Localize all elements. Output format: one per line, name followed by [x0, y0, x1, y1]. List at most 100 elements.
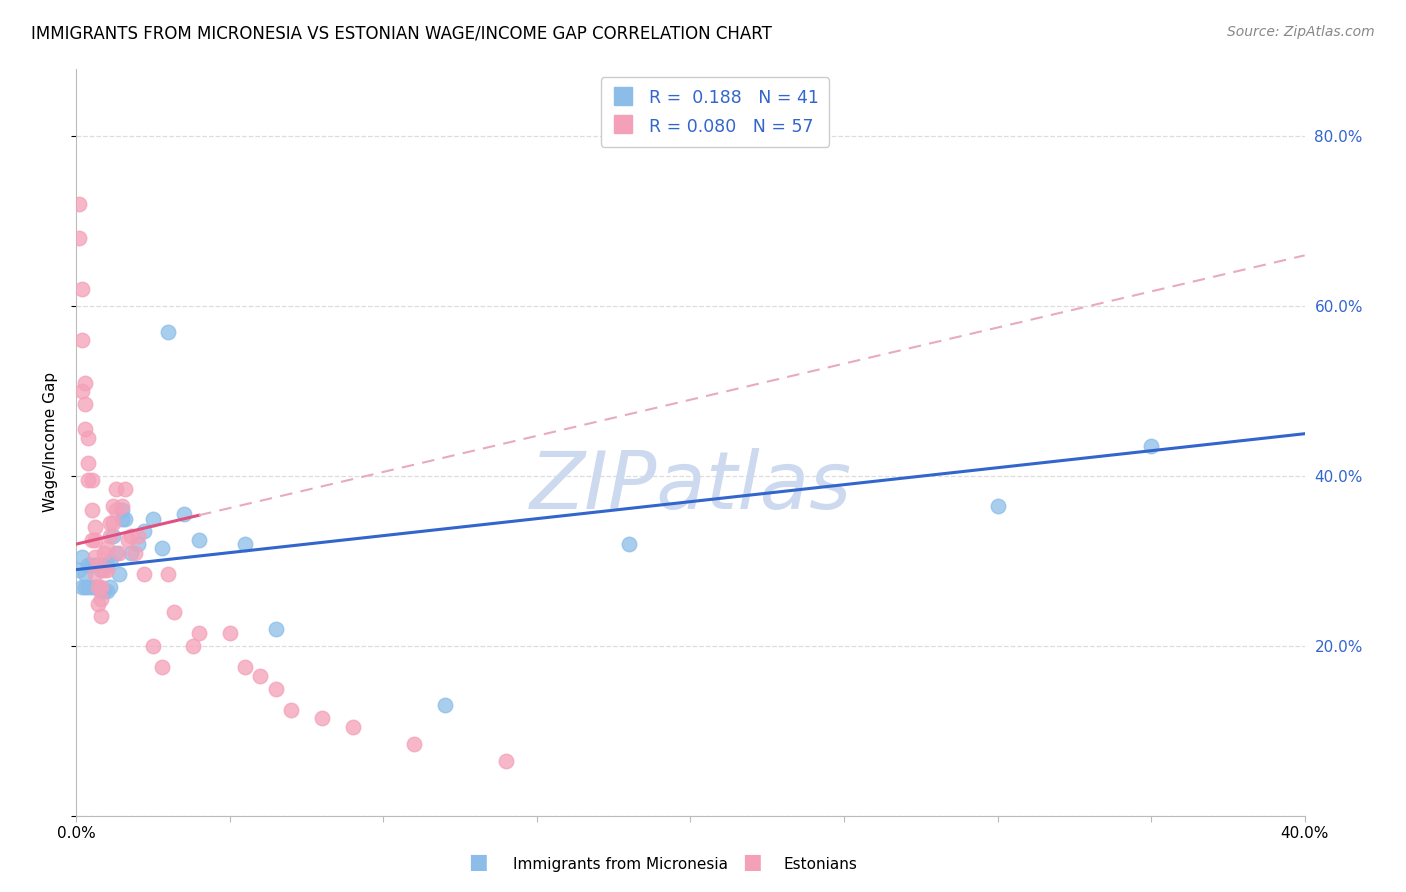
Point — [132, 524, 155, 539]
Point — [96, 541, 118, 556]
Point — [120, 528, 142, 542]
Legend: R =  0.188   N = 41, R = 0.080   N = 57: R = 0.188 N = 41, R = 0.080 N = 57 — [600, 78, 830, 147]
Point — [93, 563, 115, 577]
Point — [67, 197, 90, 211]
Point — [163, 605, 186, 619]
Point — [142, 639, 165, 653]
Point — [90, 609, 112, 624]
Point — [86, 597, 108, 611]
Point — [72, 333, 94, 347]
Point — [98, 528, 121, 542]
Text: Source: ZipAtlas.com: Source: ZipAtlas.com — [1227, 25, 1375, 39]
Point — [986, 499, 1008, 513]
Point — [108, 566, 131, 581]
Point — [114, 482, 136, 496]
Point — [181, 639, 204, 653]
Point — [86, 558, 108, 573]
Point — [72, 580, 94, 594]
Point — [77, 457, 100, 471]
Point — [157, 325, 180, 339]
Point — [111, 511, 134, 525]
Point — [342, 720, 364, 734]
Point — [101, 528, 124, 542]
Point — [75, 397, 97, 411]
Point — [83, 520, 105, 534]
Point — [105, 503, 128, 517]
Point — [86, 558, 108, 573]
Point — [83, 549, 105, 564]
Point — [86, 580, 108, 594]
Point — [127, 537, 149, 551]
Point — [495, 754, 517, 768]
Point — [75, 376, 97, 390]
Point — [105, 482, 128, 496]
Point — [117, 533, 139, 547]
Point — [127, 528, 149, 542]
Point — [93, 558, 115, 573]
Point — [264, 681, 287, 696]
Point — [83, 533, 105, 547]
Point — [280, 703, 302, 717]
Point — [132, 566, 155, 581]
Point — [72, 384, 94, 399]
Point — [98, 554, 121, 568]
Point — [67, 231, 90, 245]
Point — [80, 580, 103, 594]
Point — [93, 546, 115, 560]
Point — [101, 499, 124, 513]
Point — [77, 431, 100, 445]
Point — [114, 511, 136, 525]
Point — [90, 583, 112, 598]
Point — [90, 592, 112, 607]
Point — [96, 583, 118, 598]
Point — [433, 698, 456, 713]
Point — [108, 546, 131, 560]
Point — [86, 580, 108, 594]
Point — [98, 580, 121, 594]
Point — [83, 566, 105, 581]
Point — [150, 541, 173, 556]
Point — [75, 422, 97, 436]
Point — [72, 282, 94, 296]
Point — [90, 580, 112, 594]
Point — [402, 737, 425, 751]
Point — [90, 563, 112, 577]
Point — [142, 511, 165, 525]
Point — [80, 474, 103, 488]
Point — [67, 563, 90, 577]
Point — [83, 558, 105, 573]
Point — [188, 626, 211, 640]
Point — [77, 580, 100, 594]
Point — [111, 503, 134, 517]
Point — [264, 622, 287, 636]
Point — [80, 558, 103, 573]
Point — [1140, 440, 1163, 454]
Point — [72, 549, 94, 564]
Text: ■: ■ — [742, 853, 762, 872]
Point — [233, 537, 256, 551]
Point — [150, 660, 173, 674]
Point — [101, 516, 124, 530]
Point — [98, 516, 121, 530]
Point — [75, 580, 97, 594]
Point — [218, 626, 240, 640]
Point — [80, 503, 103, 517]
Point — [120, 546, 142, 560]
Point — [96, 558, 118, 573]
Point — [188, 533, 211, 547]
Point — [233, 660, 256, 674]
Point — [249, 669, 271, 683]
Text: ■: ■ — [468, 853, 488, 872]
Text: IMMIGRANTS FROM MICRONESIA VS ESTONIAN WAGE/INCOME GAP CORRELATION CHART: IMMIGRANTS FROM MICRONESIA VS ESTONIAN W… — [31, 25, 772, 43]
Point — [105, 546, 128, 560]
Text: Estonians: Estonians — [783, 857, 858, 872]
Y-axis label: Wage/Income Gap: Wage/Income Gap — [44, 372, 58, 512]
Point — [80, 533, 103, 547]
Point — [311, 711, 333, 725]
Point — [157, 566, 180, 581]
Point — [77, 558, 100, 573]
Point — [93, 583, 115, 598]
Point — [173, 508, 195, 522]
Point — [75, 566, 97, 581]
Point — [111, 499, 134, 513]
